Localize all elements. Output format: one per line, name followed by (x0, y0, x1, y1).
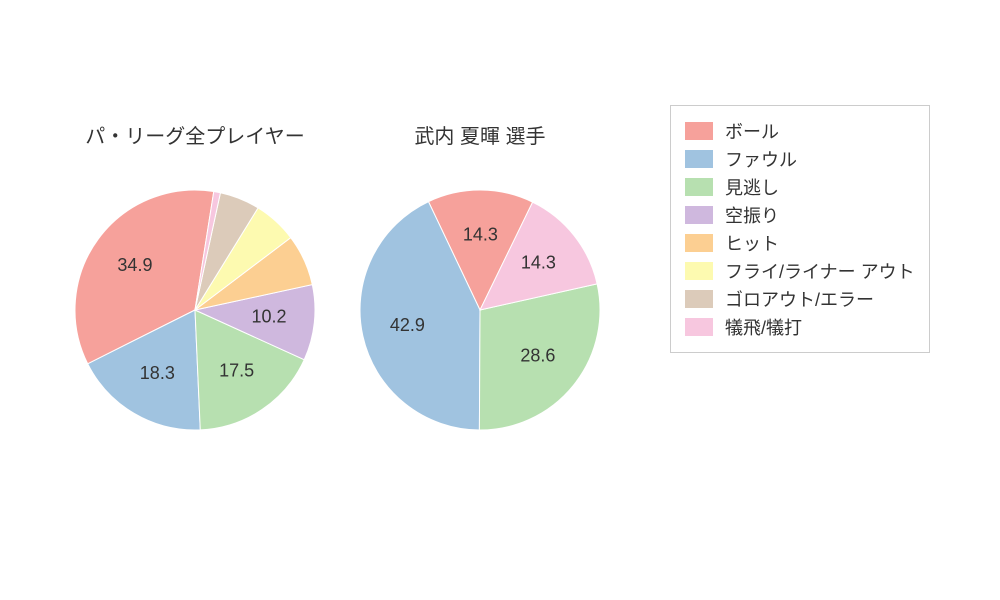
slice-label-swing: 10.2 (251, 307, 286, 327)
legend-item: 見逃し (685, 174, 915, 200)
legend: ボールファウル見逃し空振りヒットフライ/ライナー アウトゴロアウト/エラー犠飛/… (670, 105, 930, 353)
slice-label-sac: 14.3 (521, 253, 556, 273)
legend-label: ゴロアウト/エラー (725, 286, 874, 312)
slice-label-foul: 42.9 (390, 315, 425, 335)
legend-swatch (685, 178, 713, 196)
pie-player: 14.3 42.9 28.6 14.3 (358, 188, 602, 432)
legend-label: ボール (725, 118, 779, 144)
legend-label: 空振り (725, 202, 779, 228)
slice-label-ball: 14.3 (463, 224, 498, 244)
pie-title-player: 武内 夏暉 選手 (414, 120, 545, 149)
slice-label-look: 28.6 (520, 345, 555, 365)
legend-item: ボール (685, 118, 915, 144)
legend-item: ゴロアウト/エラー (685, 286, 915, 312)
legend-swatch (685, 318, 713, 336)
legend-label: ヒット (725, 230, 779, 256)
pie-title-league: パ・リーグ全プレイヤー (85, 120, 304, 149)
legend-item: 空振り (685, 202, 915, 228)
legend-swatch (685, 290, 713, 308)
legend-swatch (685, 262, 713, 280)
legend-swatch (685, 150, 713, 168)
legend-item: ファウル (685, 146, 915, 172)
legend-item: 犠飛/犠打 (685, 314, 915, 340)
legend-label: フライ/ライナー アウト (725, 258, 915, 284)
legend-label: 犠飛/犠打 (725, 314, 802, 340)
slice-label-ball: 34.9 (117, 255, 152, 275)
legend-swatch (685, 122, 713, 140)
slice-label-foul: 18.3 (140, 363, 175, 383)
pie-league: 34.9 18.3 17.5 10.2 (73, 188, 317, 432)
legend-label: ファウル (725, 146, 797, 172)
chart-container: パ・リーグ全プレイヤー 武内 夏暉 選手 34.9 18.3 17.5 10.2 14… (0, 0, 1000, 600)
legend-item: ヒット (685, 230, 915, 256)
slice-label-look: 17.5 (219, 360, 254, 380)
legend-swatch (685, 234, 713, 252)
legend-label: 見逃し (725, 174, 779, 200)
legend-item: フライ/ライナー アウト (685, 258, 915, 284)
legend-swatch (685, 206, 713, 224)
